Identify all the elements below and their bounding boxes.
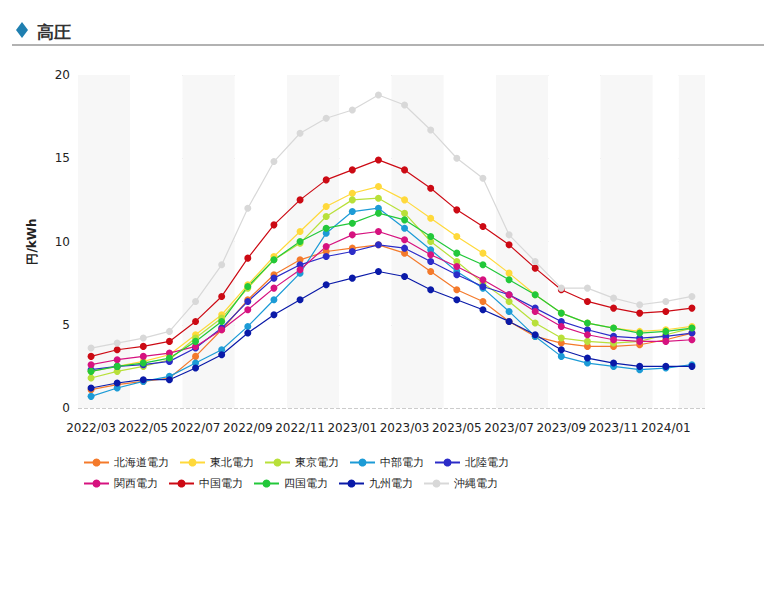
svg-text:0: 0	[62, 401, 70, 415]
svg-text:2023/11: 2023/11	[589, 421, 639, 435]
svg-text:10: 10	[55, 235, 70, 249]
svg-text:中部電力: 中部電力	[380, 456, 424, 469]
svg-text:2023/01: 2023/01	[327, 421, 377, 435]
svg-text:2022/03: 2022/03	[66, 421, 116, 435]
svg-text:2024/01: 2024/01	[641, 421, 691, 435]
svg-text:東京電力: 東京電力	[295, 456, 339, 469]
svg-text:2022/11: 2022/11	[275, 421, 325, 435]
svg-text:関西電力: 関西電力	[114, 477, 158, 490]
svg-text:2023/09: 2023/09	[536, 421, 586, 435]
svg-text:高圧: 高圧	[37, 22, 71, 42]
svg-text:2023/03: 2023/03	[380, 421, 430, 435]
svg-text:15: 15	[55, 151, 70, 165]
svg-text:北海道電力: 北海道電力	[114, 456, 169, 469]
svg-text:沖縄電力: 沖縄電力	[454, 477, 498, 490]
svg-text:2023/05: 2023/05	[432, 421, 482, 435]
svg-text:北陸電力: 北陸電力	[465, 456, 509, 469]
svg-text:2022/09: 2022/09	[223, 421, 273, 435]
svg-text:2022/05: 2022/05	[118, 421, 168, 435]
svg-text:2022/07: 2022/07	[171, 421, 221, 435]
svg-text:九州電力: 九州電力	[369, 477, 413, 490]
svg-text:四国電力: 四国電力	[284, 477, 328, 490]
svg-text:2023/07: 2023/07	[484, 421, 534, 435]
svg-text:中国電力: 中国電力	[199, 477, 243, 490]
svg-text:20: 20	[55, 68, 70, 82]
svg-text:5: 5	[62, 318, 70, 332]
svg-text:円/kWh: 円/kWh	[25, 218, 39, 264]
svg-text:東北電力: 東北電力	[210, 456, 254, 469]
